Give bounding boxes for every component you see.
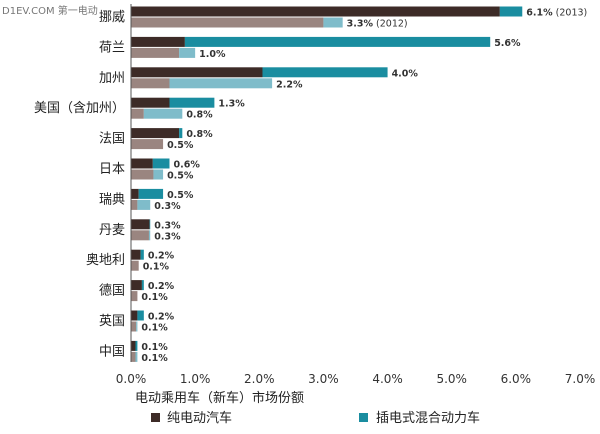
bar-bev-2012: [131, 321, 137, 332]
bar-bev-2012: [131, 351, 136, 362]
legend-label-phev: 插电式混合动力车: [376, 410, 480, 426]
data-label-2012: 0.3%: [154, 231, 181, 242]
bar-phev-2013: [262, 67, 388, 78]
data-label-2013: 0.2%: [148, 281, 175, 292]
bar-bev-2012: [131, 230, 149, 241]
bar-phev-2012: [153, 169, 164, 180]
x-tick-label: 6.0%: [501, 372, 532, 386]
category-label: 法国: [99, 132, 125, 147]
category-label: 挪威: [99, 10, 125, 25]
x-tick-label: 1.0%: [180, 372, 211, 386]
category-label: 加州: [99, 71, 125, 86]
bar-phev-2012: [135, 351, 138, 362]
category-label: 英国: [99, 314, 125, 329]
data-label-2013: 5.6%: [494, 38, 521, 49]
bar-bev-2012: [131, 108, 144, 119]
bar-bev-2012: [131, 169, 154, 180]
x-tick-label: 3.0%: [308, 372, 339, 386]
data-label-2012: 1.0%: [199, 49, 226, 60]
bar-bev-2012: [131, 291, 138, 302]
data-label-2012: 3.3% (2012): [347, 19, 408, 30]
data-label-2012: 0.1%: [143, 262, 170, 273]
bar-bev-2013: [131, 249, 141, 260]
bar-bev-2013: [131, 36, 185, 47]
category-label: 中国: [99, 344, 125, 359]
bar-bev-2013: [131, 280, 142, 291]
data-label-2012: 0.3%: [154, 201, 181, 212]
bar-bev-2013: [131, 219, 150, 230]
category-label: 荷兰: [99, 40, 125, 55]
legend-label-bev: 纯电动汽车: [167, 410, 232, 426]
data-label-2013: 0.2%: [148, 251, 175, 262]
x-tick-label: 2.0%: [244, 372, 275, 386]
x-tick-label: 0.0%: [116, 372, 147, 386]
bar-bev-2012: [131, 199, 138, 210]
legend-swatch-phev: [359, 413, 368, 422]
bar-bev-2013: [131, 97, 170, 108]
category-label: 瑞典: [99, 192, 125, 207]
bar-bev-2013: [131, 67, 263, 78]
bar-phev-2012: [137, 199, 151, 210]
bar-phev-2013: [179, 128, 183, 139]
x-tick-label: 7.0%: [565, 372, 596, 386]
bar-phev-2013: [141, 280, 144, 291]
data-label-2012: 2.2%: [276, 79, 303, 90]
data-label-2013: 4.0%: [392, 68, 419, 79]
bar-bev-2012: [131, 17, 324, 28]
category-label: 丹麦: [99, 223, 125, 238]
bar-phev-2013: [184, 36, 491, 47]
category-label: 美国（含加州）: [34, 100, 125, 116]
data-label-2012: 0.1%: [141, 292, 168, 303]
bar-phev-2013: [499, 6, 523, 17]
bar-bev-2013: [131, 158, 153, 169]
bar-bev-2012: [131, 78, 170, 89]
bar-bev-2012: [131, 139, 164, 150]
data-label-2012: 0.5%: [167, 140, 194, 151]
data-label-2013: 0.1%: [141, 342, 168, 353]
category-label: 奥地利: [86, 253, 125, 268]
data-label-2012: 0.8%: [186, 110, 213, 121]
data-label-2012: 0.1%: [141, 353, 168, 364]
x-tick-label: 4.0%: [372, 372, 403, 386]
watermark-text: D1EV.COM 第一电动: [2, 6, 98, 17]
bar-phev-2013: [149, 219, 151, 230]
bar-phev-2013: [169, 97, 215, 108]
bar-phev-2013: [135, 340, 138, 351]
bar-phev-2013: [152, 158, 170, 169]
bar-phev-2012: [169, 78, 273, 89]
bar-phev-2013: [138, 188, 164, 199]
bar-phev-2013: [137, 310, 144, 321]
bar-phev-2012: [143, 108, 183, 119]
data-label-2013: 6.1% (2013): [526, 8, 587, 19]
data-label-2012: 0.5%: [167, 171, 194, 182]
x-axis-label: 电动乘用车（新车）市场份额: [135, 390, 304, 406]
data-label-2013: 0.6%: [173, 160, 200, 171]
data-label-2013: 0.3%: [154, 220, 181, 231]
data-label-2013: 1.3%: [218, 99, 245, 110]
bar-bev-2013: [131, 340, 136, 351]
bar-bev-2013: [131, 188, 139, 199]
bar-bev-2012: [131, 260, 139, 271]
category-label: 德国: [99, 284, 125, 299]
bar-bev-2013: [131, 6, 500, 17]
bar-phev-2013: [140, 249, 144, 260]
data-label-2013: 0.2%: [148, 312, 175, 323]
data-label-2013: 0.8%: [186, 129, 213, 140]
data-label-2012: 0.1%: [141, 323, 168, 334]
bar-bev-2013: [131, 128, 180, 139]
bar-bev-2013: [131, 310, 138, 321]
data-label-2013: 0.5%: [167, 190, 194, 201]
legend-swatch-bev: [151, 413, 160, 422]
bar-phev-2012: [148, 230, 151, 241]
bar-bev-2012: [131, 47, 180, 58]
category-label: 日本: [99, 162, 125, 177]
bar-phev-2012: [323, 17, 343, 28]
bar-phev-2012: [179, 47, 196, 58]
x-tick-label: 5.0%: [436, 372, 467, 386]
bar-phev-2012: [136, 321, 138, 332]
